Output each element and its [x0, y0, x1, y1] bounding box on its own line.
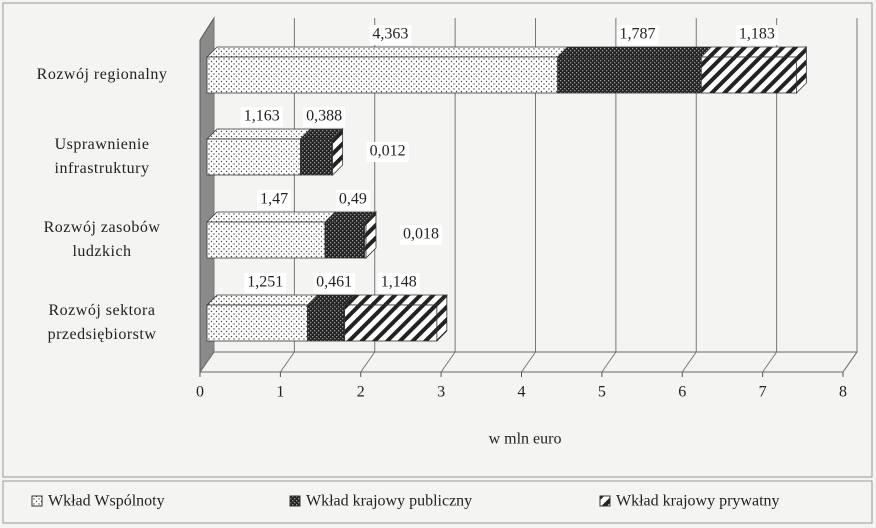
bar-segment: [206, 46, 569, 94]
x-tick-label: 2: [357, 384, 365, 401]
floor-line: [521, 351, 536, 373]
bar-front: [206, 304, 308, 342]
value-label: 0,012: [370, 143, 406, 160]
bar-side: [436, 294, 448, 342]
x-tick-label: 7: [759, 384, 767, 401]
value-label-bg: [240, 107, 283, 127]
value-label-bg: [369, 25, 412, 45]
bar-side: [795, 46, 807, 94]
bar-side: [365, 211, 377, 259]
floor-line: [440, 351, 456, 373]
value-label-bg: [399, 225, 442, 245]
bar-top: [206, 294, 319, 306]
floor-line: [199, 351, 215, 373]
floor-line: [360, 351, 376, 373]
value-label-bg: [303, 107, 346, 127]
floor-line: [681, 351, 697, 373]
value-label: 0,49: [339, 191, 367, 208]
bar-front: [206, 221, 326, 259]
x-tick-label: 1: [276, 384, 284, 401]
bar-segment: [206, 294, 319, 342]
value-label: 0,461: [316, 274, 352, 291]
bar-segment: [206, 128, 312, 176]
value-label-bg: [735, 25, 778, 45]
bar-front: [307, 304, 346, 342]
bar-top: [556, 46, 713, 58]
bar-segment: [330, 128, 344, 176]
legend-label: Wkład Wspólnoty: [48, 493, 165, 510]
x-tick-label: 6: [678, 384, 686, 401]
bar-top: [206, 211, 337, 223]
bar-front: [324, 221, 365, 259]
value-label-bg: [313, 273, 356, 293]
floor-line: [601, 351, 617, 373]
legend-label: Wkład krajowy prywatny: [616, 493, 780, 510]
bar-front: [557, 56, 702, 94]
floor-line: [762, 351, 778, 373]
bar-top: [206, 46, 569, 58]
legend-label: Wkład krajowy publiczny: [306, 493, 472, 510]
value-label-bg: [616, 25, 659, 45]
bar-front: [206, 138, 301, 176]
bar-top: [700, 46, 808, 58]
legend-swatch: [289, 495, 301, 507]
legend-swatch: [31, 495, 43, 507]
x-tick-label: 5: [598, 384, 606, 401]
category-label: Usprawnienie infrastruktury: [54, 136, 150, 177]
value-label: 0,018: [403, 226, 439, 243]
value-label-bg: [257, 190, 292, 210]
bar-top: [206, 128, 312, 140]
bar-segment: [700, 46, 808, 94]
bar-front: [344, 304, 438, 342]
value-label: 1,183: [739, 26, 775, 43]
bar-front: [300, 138, 333, 176]
bar-segment: [556, 46, 713, 94]
value-label-bg: [366, 142, 409, 162]
value-label-bg: [377, 273, 420, 293]
bar-segment: [306, 294, 356, 342]
value-label: 1,47: [260, 191, 288, 208]
bar-segment: [324, 211, 376, 259]
legend-swatch: [599, 495, 611, 507]
x-tick-label: 8: [839, 384, 847, 401]
value-label: 4,363: [372, 26, 408, 43]
x-tick-label: 3: [437, 384, 445, 401]
category-label: Rozwój sektora przedsiębiorstw: [47, 302, 157, 343]
bar-segment: [343, 294, 448, 342]
bar-top: [343, 294, 448, 306]
category-label: Rozwój regionalny: [36, 66, 168, 83]
bar-segment: [363, 211, 377, 259]
x-tick-label: 0: [196, 384, 204, 401]
category-label: Rozwój zasobów ludzkich: [43, 219, 161, 260]
value-label: 1,163: [244, 108, 280, 125]
value-label: 1,251: [247, 274, 283, 291]
value-label: 1,148: [381, 274, 417, 291]
floor-line: [279, 351, 295, 373]
bar-side: [332, 128, 344, 176]
legend-frame: [2, 480, 873, 524]
value-label-bg: [335, 190, 370, 210]
value-label: 0,388: [306, 108, 342, 125]
bar-segment: [206, 211, 337, 259]
floor-line: [842, 351, 858, 373]
value-label-bg: [244, 273, 287, 293]
x-tick-label: 4: [518, 384, 526, 401]
value-label: 1,787: [619, 26, 655, 43]
plot-frame: [2, 2, 873, 478]
bar-front: [206, 56, 559, 94]
bar-front: [700, 56, 797, 94]
x-axis-label: w mln euro: [489, 431, 562, 448]
